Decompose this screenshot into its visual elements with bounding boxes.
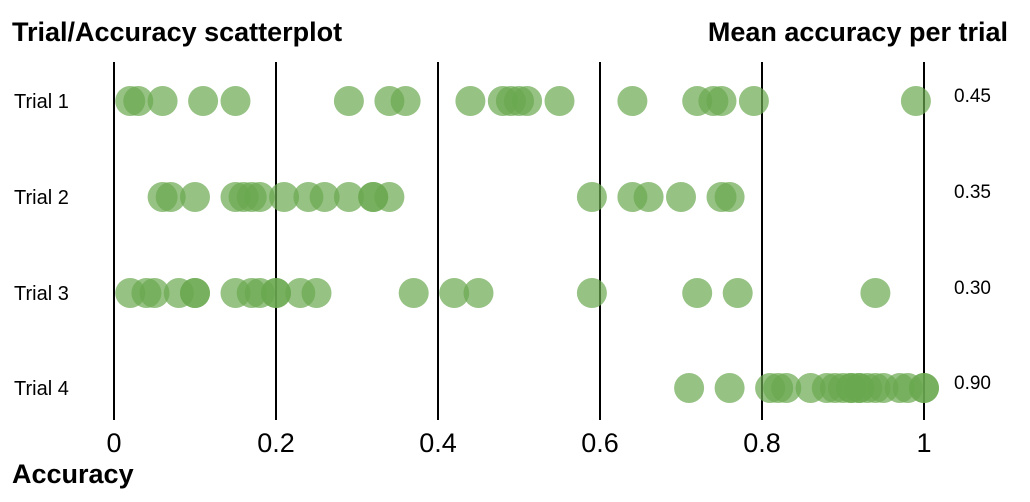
x-tick-label: 1	[916, 428, 931, 458]
data-point	[244, 182, 275, 212]
mean-accuracy-label: 0.30	[954, 278, 991, 299]
data-point	[633, 182, 664, 212]
data-point	[269, 182, 300, 212]
x-tick-label: 0.2	[257, 428, 295, 458]
data-point	[738, 86, 769, 116]
data-point	[463, 278, 494, 308]
data-point	[374, 182, 405, 212]
data-point	[180, 182, 210, 212]
data-point	[909, 373, 939, 403]
trial-label: Trial 3	[14, 283, 69, 305]
x-tick-label: 0.4	[419, 428, 457, 458]
data-point	[309, 182, 340, 212]
mean-accuracy-label: 0.45	[954, 86, 991, 107]
mean-accuracy-title: Mean accuracy per trial	[708, 17, 1008, 47]
data-point	[398, 278, 429, 308]
data-point	[617, 86, 648, 116]
chart-title: Trial/Accuracy scatterplot	[12, 17, 342, 47]
data-point	[155, 182, 186, 212]
x-axis-label: Accuracy	[12, 459, 134, 489]
data-point	[261, 278, 291, 308]
data-point	[139, 278, 170, 308]
gridlines	[113, 62, 925, 420]
data-point	[771, 373, 802, 403]
trial-label: Trial 1	[14, 91, 69, 113]
data-point	[674, 373, 705, 403]
data-point	[682, 278, 713, 308]
data-point	[576, 278, 607, 308]
mean-labels: 0.45 0.35 0.30 0.90	[954, 86, 991, 394]
data-point	[333, 86, 364, 116]
data-point	[722, 278, 753, 308]
data-points	[115, 86, 939, 403]
trial-label: Trial 4	[14, 378, 69, 400]
data-point	[390, 86, 421, 116]
x-tick-label: 0.6	[581, 428, 619, 458]
data-point	[714, 182, 745, 212]
data-point	[123, 86, 154, 116]
data-point	[188, 86, 219, 116]
mean-accuracy-label: 0.35	[954, 182, 991, 203]
data-point	[706, 86, 737, 116]
data-point	[455, 86, 486, 116]
x-tick-label: 0.8	[743, 428, 781, 458]
mean-accuracy-label: 0.90	[954, 373, 991, 394]
data-point	[544, 86, 575, 116]
data-point	[180, 278, 210, 308]
x-tick-label: 0	[106, 428, 121, 458]
data-point	[576, 182, 607, 212]
trial-labels: Trial 1 Trial 2 Trial 3 Trial 4	[14, 91, 69, 400]
data-point	[333, 182, 364, 212]
data-point	[714, 373, 745, 403]
data-point	[220, 86, 251, 116]
data-point	[439, 278, 470, 308]
data-point	[900, 86, 931, 116]
x-axis-ticks: 0 0.2 0.4 0.6 0.8 1	[106, 428, 931, 458]
data-point	[301, 278, 332, 308]
trial-label: Trial 2	[14, 187, 69, 209]
data-point	[666, 182, 696, 212]
data-point	[860, 278, 891, 308]
data-point	[512, 86, 543, 116]
data-point	[147, 86, 178, 116]
